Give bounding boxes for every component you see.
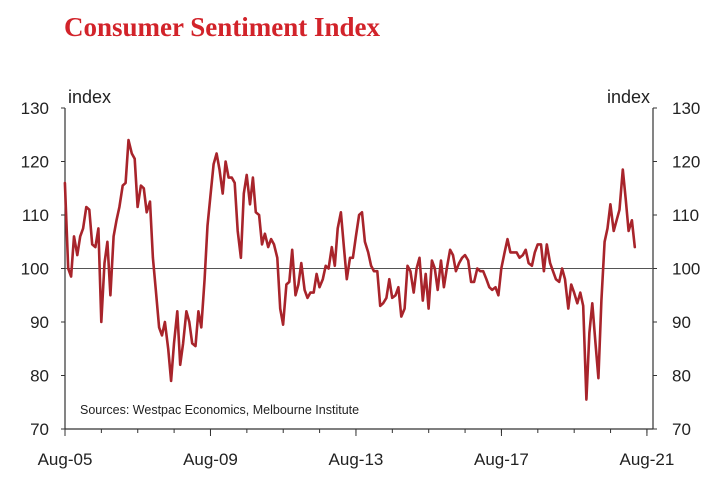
x-tick-label: Aug-09 (183, 450, 238, 469)
x-tick-label: Aug-17 (474, 450, 529, 469)
y-tick-label-left: 100 (21, 260, 49, 279)
y-tick-label-left: 130 (21, 99, 49, 118)
y-tick-label-left: 110 (22, 206, 49, 225)
y-tick-label-right: 110 (672, 206, 699, 225)
x-axis: Aug-05 Aug-09 Aug-13 Aug-17 Aug-21 (38, 429, 675, 469)
y-tick-label-left: 70 (30, 420, 49, 439)
x-tick-label: Aug-05 (38, 450, 93, 469)
series-group (63, 138, 637, 401)
y-tick-label-right: 80 (672, 367, 691, 386)
source-note: Sources: Westpac Economics, Melbourne In… (80, 403, 359, 417)
chart-title: Consumer Sentiment Index (64, 12, 381, 42)
y-tick-label-right: 120 (672, 153, 700, 172)
x-tick-label: Aug-21 (620, 450, 675, 469)
y-axis-left: 70 80 90 100 110 120 130 (21, 99, 65, 439)
series-line-consumer-sentiment (63, 138, 637, 401)
y-tick-label-left: 120 (21, 153, 49, 172)
y-tick-label-right: 100 (672, 260, 700, 279)
y-tick-label-left: 80 (30, 367, 49, 386)
y-tick-label-right: 70 (672, 420, 691, 439)
y-tick-label-right: 130 (672, 99, 700, 118)
y-axis-label-right: index (607, 87, 650, 107)
y-tick-label-left: 90 (30, 313, 49, 332)
y-tick-label-right: 90 (672, 313, 691, 332)
y-axis-label-left: index (68, 87, 111, 107)
x-tick-label: Aug-13 (329, 450, 384, 469)
y-axis-right: 70 80 90 100 110 120 130 (653, 99, 700, 439)
